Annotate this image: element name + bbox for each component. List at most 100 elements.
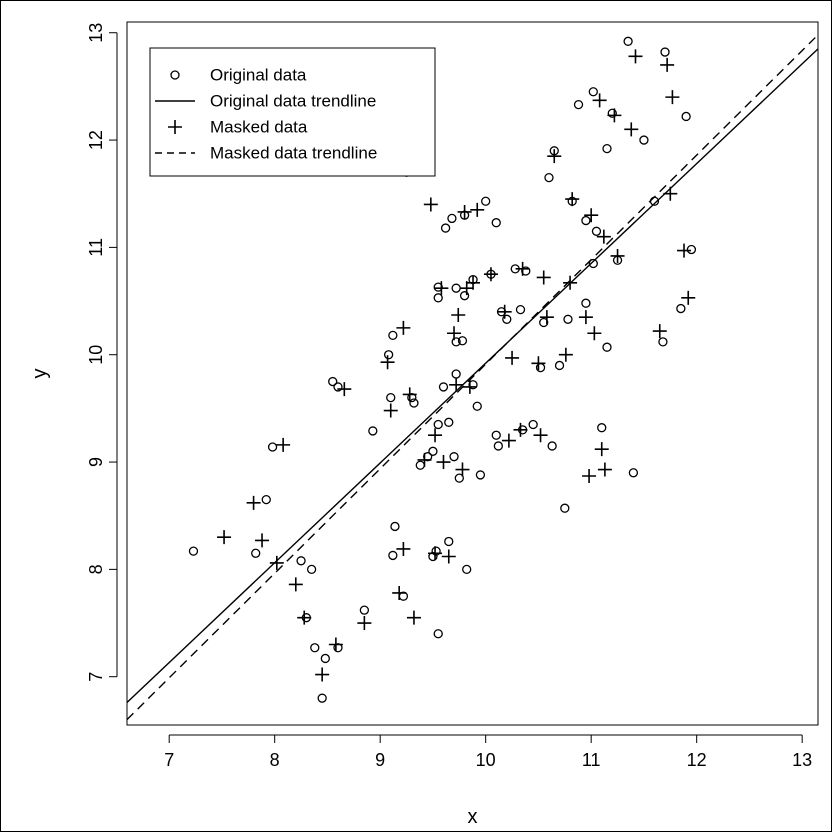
- original-data-point: [251, 548, 261, 558]
- original-data-point: [390, 521, 400, 532]
- masked-data-point: [246, 495, 261, 510]
- masked-data-point: [624, 122, 639, 137]
- masked-data-point: [470, 202, 485, 217]
- original-data-point: [628, 468, 639, 478]
- original-data-point: [573, 99, 584, 110]
- masked-data-point: [677, 243, 692, 258]
- masked-data-point: [428, 428, 443, 443]
- masked-data-point: [660, 57, 675, 72]
- original-data-point: [563, 314, 573, 324]
- masked-data-point: [594, 442, 609, 457]
- x-tick-label: 9: [375, 750, 385, 770]
- masked-data-point: [449, 377, 464, 392]
- masked-data-point: [610, 248, 625, 263]
- x-axis: 7 8 9 10 11 12 13: [164, 734, 812, 770]
- original-data-point: [515, 304, 526, 315]
- original-data-point: [547, 441, 557, 451]
- original-data-point: [444, 536, 454, 547]
- axes: 7 8 9 10 11 12 13 7 8 9 10 11 12 13 x y: [29, 21, 819, 828]
- masked-data-point: [357, 616, 372, 631]
- original-data-point: [462, 564, 472, 575]
- original-data-point: [433, 629, 443, 639]
- original-data-point: [296, 556, 306, 566]
- legend-items: Original data Original data trendline Mask…: [155, 66, 377, 163]
- masked-data-point: [582, 468, 597, 483]
- original-data-point: [320, 653, 330, 664]
- masked-data-point: [466, 275, 481, 290]
- masked-data-point: [457, 204, 472, 219]
- masked-data-point: [392, 585, 407, 600]
- masked-data-point: [539, 310, 554, 325]
- original-data-point: [493, 441, 503, 451]
- masked-data-point: [255, 533, 270, 548]
- original-data-point: [607, 108, 617, 118]
- masked-data-point: [587, 326, 602, 341]
- original-data-point: [658, 337, 668, 347]
- masked-data-point: [447, 326, 462, 341]
- original-data-point: [451, 369, 461, 379]
- original-data-point: [388, 550, 398, 561]
- x-tick-label: 8: [270, 750, 280, 770]
- original-data-point: [681, 111, 691, 122]
- original-data-point: [267, 442, 278, 452]
- masked-data-point: [428, 546, 443, 561]
- masked-data-point: [337, 382, 352, 397]
- original-data-point: [457, 336, 468, 346]
- original-data-point: [359, 605, 370, 615]
- original-data-point: [431, 546, 441, 556]
- masked-data-point: [597, 462, 612, 477]
- original-data-point: [451, 337, 461, 347]
- original-data-point: [449, 452, 459, 462]
- masked-data-point: [533, 428, 548, 443]
- legend-plus-symbol: [168, 120, 182, 134]
- original-data-point: [388, 330, 398, 341]
- masked-data-point: [663, 186, 678, 201]
- legend-label: Masked data: [210, 118, 308, 137]
- original-trendline: [126, 48, 819, 703]
- original-data-point: [591, 226, 602, 236]
- masked-data-point: [462, 379, 477, 394]
- masked-data-point: [578, 310, 593, 325]
- original-data-point: [502, 314, 512, 324]
- original-data-point: [554, 360, 565, 371]
- masked-data-point: [681, 290, 696, 305]
- x-tick-label: 7: [164, 750, 174, 770]
- masked-data-point: [483, 267, 498, 282]
- masked-data-point: [406, 610, 421, 625]
- masked-data-point: [315, 667, 330, 682]
- masked-data-point: [380, 355, 395, 370]
- original-data-point: [415, 460, 425, 470]
- masked-data-point: [276, 437, 291, 452]
- masked-data-point: [402, 387, 417, 402]
- original-data-point: [581, 215, 591, 226]
- masked-data-point: [436, 455, 451, 470]
- original-data-point: [660, 47, 670, 57]
- masked-data-point: [536, 270, 551, 285]
- masked-data-point: [383, 403, 398, 418]
- original-data-point: [428, 446, 438, 456]
- masked-data-point: [455, 462, 470, 477]
- original-data-point: [528, 419, 538, 430]
- original-data-point: [451, 283, 461, 293]
- original-data-point: [588, 87, 598, 97]
- x-axis-title: x: [468, 806, 478, 828]
- original-data-point: [649, 196, 660, 206]
- original-data-point: [491, 218, 501, 228]
- original-data-point: [409, 398, 419, 408]
- legend: Original data Original data trendline Mask…: [149, 47, 436, 177]
- original-data-point: [475, 470, 486, 480]
- masked-data-point: [628, 49, 643, 64]
- masked-data-point: [607, 108, 622, 123]
- original-data-point: [686, 244, 697, 255]
- y-tick-label: 7: [86, 672, 106, 682]
- original-data-point: [459, 291, 470, 301]
- original-data-point: [468, 380, 478, 390]
- original-data-point: [491, 430, 501, 440]
- y-tick-label: 11: [86, 238, 106, 257]
- original-data-point: [481, 196, 491, 206]
- original-data-point: [383, 350, 394, 360]
- original-data-point: [438, 382, 449, 392]
- masked-data-point: [396, 320, 411, 335]
- masked-data-point: [497, 304, 512, 319]
- masked-data-point: [531, 356, 546, 371]
